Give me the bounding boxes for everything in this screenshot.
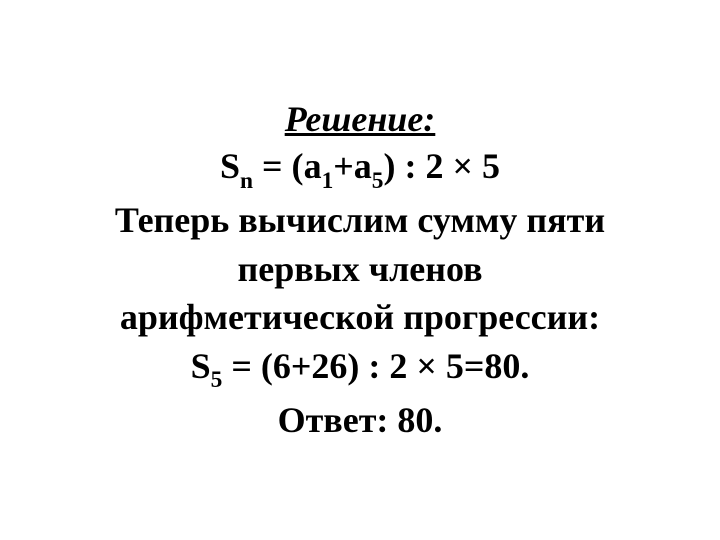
formula-tail: ) : 2 × 5 xyxy=(383,146,500,186)
text-line-3: арифметической прогрессии: xyxy=(40,293,680,342)
var-S: S xyxy=(220,146,240,186)
sub-5: 5 xyxy=(372,168,384,194)
calc-line-s5: S5 = (6+26) : 2 × 5=80. xyxy=(40,342,680,396)
formula-line-sn: Sn = (a1+a5) : 2 × 5 xyxy=(40,142,680,196)
eq-open: = ( xyxy=(253,146,304,186)
sub-1: 1 xyxy=(322,168,334,194)
solution-block: Решение: Sn = (a1+a5) : 2 × 5 Теперь выч… xyxy=(0,76,720,465)
heading-title: Решение: xyxy=(40,96,680,143)
plus-sign: + xyxy=(333,146,354,186)
var-a5: a xyxy=(354,146,372,186)
var-S5: S xyxy=(191,346,211,386)
var-a1: a xyxy=(304,146,322,186)
text-line-2: первых членов xyxy=(40,245,680,294)
calc-rest: = (6+26) : 2 × 5=80. xyxy=(222,346,529,386)
text-line-1: Теперь вычислим сумму пяти xyxy=(40,196,680,245)
sub-n: n xyxy=(240,168,253,194)
sub-5b: 5 xyxy=(211,367,223,393)
answer-line: Ответ: 80. xyxy=(40,396,680,445)
